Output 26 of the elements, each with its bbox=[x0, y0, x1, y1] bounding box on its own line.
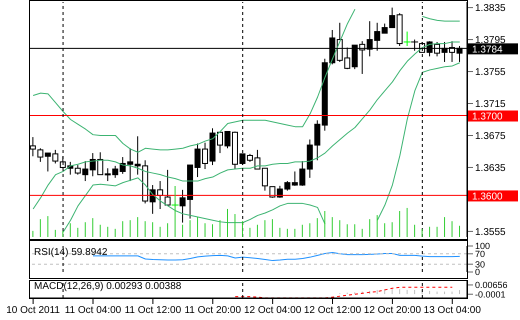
x-tick-label: 11 Oct 12:00 bbox=[124, 305, 182, 316]
y-tick-label: 0 bbox=[475, 267, 480, 278]
y-tick-label: 1.3795 bbox=[475, 35, 506, 46]
ref-line-label: 1.3700 bbox=[472, 112, 504, 123]
chart-title: MACD(12,26,9) 0.00293 0.00388 bbox=[34, 281, 182, 292]
x-tick-label: 13 Oct 04:00 bbox=[424, 305, 482, 316]
y-tick-label: 1.3555 bbox=[475, 226, 506, 238]
y-tick-label: 30 bbox=[475, 259, 486, 270]
y-tick-label: 70 bbox=[475, 248, 486, 259]
y-tick-label: -0.0001 bbox=[475, 289, 506, 300]
y-tick-label: 1.3755 bbox=[475, 67, 506, 78]
x-tick-label: 12 Oct 04:00 bbox=[244, 305, 302, 316]
y-tick-label: 0.00656 bbox=[475, 280, 508, 290]
x-tick-label: 12 Oct 12:00 bbox=[304, 305, 362, 316]
x-tick-label: 12 Oct 20:00 bbox=[364, 305, 422, 316]
x-tick-label: 11 Oct 20:00 bbox=[184, 305, 242, 316]
y-tick-label: 1.3835 bbox=[475, 3, 506, 14]
chart-title: RSI(14) 59.8942 bbox=[34, 247, 108, 258]
y-tick-label: 1.3635 bbox=[475, 163, 506, 174]
ref-line-label: 1.3784 bbox=[472, 44, 504, 56]
ref-line-label: 1.3600 bbox=[472, 191, 504, 202]
y-tick-label: 100 bbox=[475, 241, 490, 252]
x-tick-label: 10 Oct 2011 bbox=[6, 305, 60, 316]
x-tick-label: 11 Oct 04:00 bbox=[64, 305, 122, 316]
y-tick-label: 1.3715 bbox=[475, 99, 506, 110]
y-tick-label: 1.3675 bbox=[475, 131, 506, 142]
